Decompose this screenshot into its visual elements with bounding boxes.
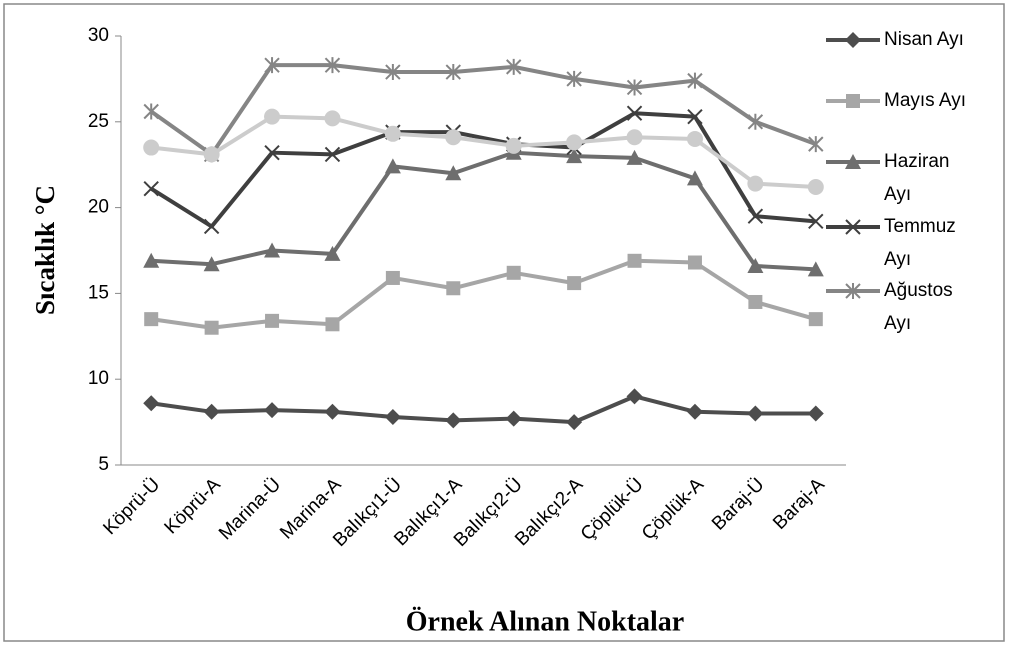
series-line <box>150 114 816 190</box>
y-tick-label: 10 <box>88 368 109 389</box>
data-point <box>324 403 341 420</box>
data-point <box>505 410 522 427</box>
data-point <box>627 253 642 268</box>
data-point <box>808 136 824 153</box>
x-axis-title: Örnek Alınan Noktalar <box>406 606 684 637</box>
data-point <box>747 175 764 192</box>
data-point <box>324 57 341 74</box>
data-point <box>143 103 159 120</box>
data-point <box>626 105 643 121</box>
legend-marker <box>845 32 861 48</box>
data-point <box>747 113 764 130</box>
legend-marker <box>845 219 861 235</box>
data-point <box>204 320 219 335</box>
data-point <box>203 218 220 235</box>
data-point <box>687 72 703 89</box>
legend-marker <box>845 283 861 299</box>
data-point <box>385 64 401 81</box>
data-point <box>686 170 703 186</box>
data-point <box>566 148 583 164</box>
data-point <box>567 276 582 291</box>
data-point <box>143 395 160 412</box>
data-point <box>506 265 521 280</box>
data-point <box>264 57 280 74</box>
data-point <box>566 70 582 87</box>
data-point <box>626 149 643 165</box>
data-point <box>264 144 280 161</box>
data-point <box>445 165 462 181</box>
data-point <box>566 134 583 151</box>
y-tick-label: 30 <box>88 25 109 46</box>
data-point <box>264 242 281 258</box>
data-point <box>808 213 824 230</box>
data-point <box>265 313 280 328</box>
data-point <box>808 312 823 327</box>
data-point <box>807 405 824 422</box>
data-point <box>385 270 400 285</box>
legend-label: Temmuz Ayı <box>884 216 956 270</box>
data-point <box>626 388 643 405</box>
data-point <box>384 125 401 142</box>
y-axis-title: Sıcaklık °C <box>30 185 60 315</box>
data-point <box>143 139 160 156</box>
data-point <box>506 58 522 75</box>
data-point <box>747 208 764 224</box>
data-point <box>445 129 462 146</box>
y-tick-label: 5 <box>98 454 109 475</box>
data-point <box>626 129 643 146</box>
legend-marker <box>845 154 861 169</box>
data-point <box>445 412 462 429</box>
x-tick-label: Baraj-A <box>769 474 829 534</box>
series-line <box>150 63 817 157</box>
series-line <box>150 394 816 425</box>
series-line <box>150 258 817 330</box>
series-line <box>151 150 816 272</box>
data-point <box>203 146 220 163</box>
data-point <box>203 256 220 272</box>
legend-marker <box>846 94 860 108</box>
data-point <box>264 402 281 419</box>
data-point <box>505 137 522 154</box>
x-tick-label: Çöplük-A <box>638 474 708 544</box>
x-tick-label: Çöplük-Ü <box>577 474 648 545</box>
data-point <box>324 146 341 163</box>
data-point <box>143 181 159 197</box>
data-point <box>807 261 824 277</box>
data-point <box>626 79 643 96</box>
data-point <box>384 158 401 174</box>
data-point <box>748 294 763 309</box>
data-point <box>324 110 341 127</box>
data-point <box>144 312 159 327</box>
chart-border <box>3 3 1005 642</box>
legend-label: Haziran Ayı <box>884 151 950 205</box>
data-point <box>807 179 824 196</box>
x-tick-label: Baraj-Ü <box>708 474 768 534</box>
data-point <box>686 130 703 147</box>
data-point <box>324 245 341 261</box>
x-tick-label: Marina-Ü <box>215 474 285 544</box>
data-point <box>686 403 703 420</box>
data-point <box>747 405 764 422</box>
data-point <box>325 317 340 332</box>
data-point <box>446 281 461 296</box>
legend-label: Ağustos Ayı <box>884 280 953 334</box>
data-point <box>384 408 401 425</box>
legend-label: Nisan Ayı <box>884 29 964 50</box>
data-point <box>687 108 703 125</box>
data-point <box>445 64 461 81</box>
y-tick-label: 25 <box>88 111 109 132</box>
data-point <box>566 414 583 431</box>
data-point <box>143 252 160 268</box>
y-tick-label: 20 <box>88 197 109 218</box>
series-line <box>150 111 816 229</box>
data-point <box>264 108 281 125</box>
data-point <box>747 257 764 273</box>
legend-label: Mayıs Ayı <box>884 90 967 111</box>
data-point <box>203 403 220 420</box>
data-point <box>687 255 702 270</box>
y-tick-label: 15 <box>88 282 109 303</box>
x-tick-label: Köprü-Ü <box>99 474 164 539</box>
